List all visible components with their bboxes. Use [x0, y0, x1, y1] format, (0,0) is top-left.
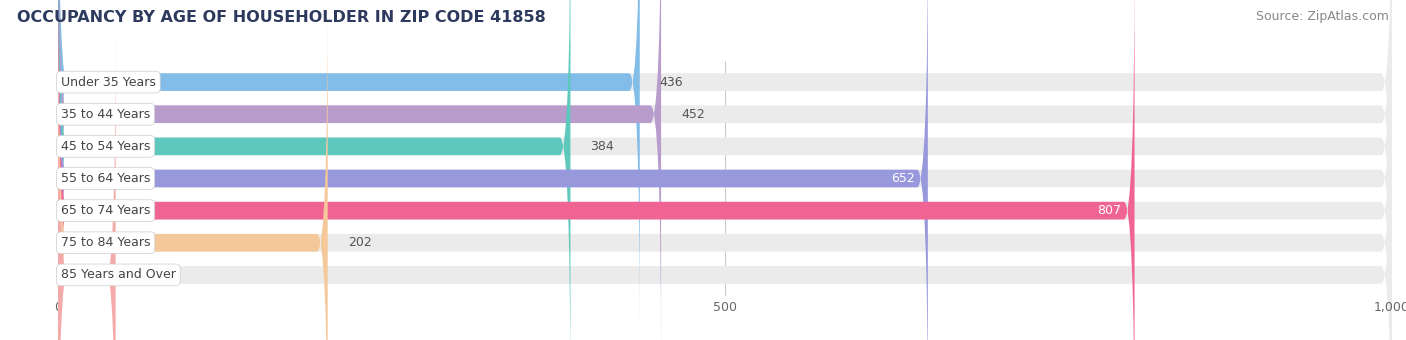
FancyBboxPatch shape [58, 0, 928, 340]
FancyBboxPatch shape [58, 0, 640, 330]
FancyBboxPatch shape [58, 0, 1392, 340]
FancyBboxPatch shape [58, 0, 1392, 340]
Text: 43: 43 [135, 268, 152, 282]
Text: 55 to 64 Years: 55 to 64 Years [60, 172, 150, 185]
FancyBboxPatch shape [58, 0, 571, 340]
Text: 35 to 44 Years: 35 to 44 Years [60, 108, 150, 121]
Text: 436: 436 [659, 75, 683, 89]
Text: OCCUPANCY BY AGE OF HOUSEHOLDER IN ZIP CODE 41858: OCCUPANCY BY AGE OF HOUSEHOLDER IN ZIP C… [17, 10, 546, 25]
FancyBboxPatch shape [58, 0, 1392, 340]
Text: 807: 807 [1097, 204, 1121, 217]
Text: 202: 202 [347, 236, 371, 249]
Text: 85 Years and Over: 85 Years and Over [60, 268, 176, 282]
Text: 45 to 54 Years: 45 to 54 Years [60, 140, 150, 153]
FancyBboxPatch shape [58, 0, 1392, 340]
Text: 75 to 84 Years: 75 to 84 Years [60, 236, 150, 249]
Text: 384: 384 [591, 140, 614, 153]
Text: 452: 452 [681, 108, 704, 121]
FancyBboxPatch shape [58, 27, 1392, 340]
Text: Source: ZipAtlas.com: Source: ZipAtlas.com [1256, 10, 1389, 23]
FancyBboxPatch shape [58, 0, 1135, 340]
FancyBboxPatch shape [58, 0, 1392, 340]
FancyBboxPatch shape [58, 27, 115, 340]
Text: Under 35 Years: Under 35 Years [60, 75, 156, 89]
FancyBboxPatch shape [58, 0, 328, 340]
Text: 652: 652 [891, 172, 914, 185]
Text: 65 to 74 Years: 65 to 74 Years [60, 204, 150, 217]
FancyBboxPatch shape [58, 0, 1392, 330]
FancyBboxPatch shape [58, 0, 661, 340]
